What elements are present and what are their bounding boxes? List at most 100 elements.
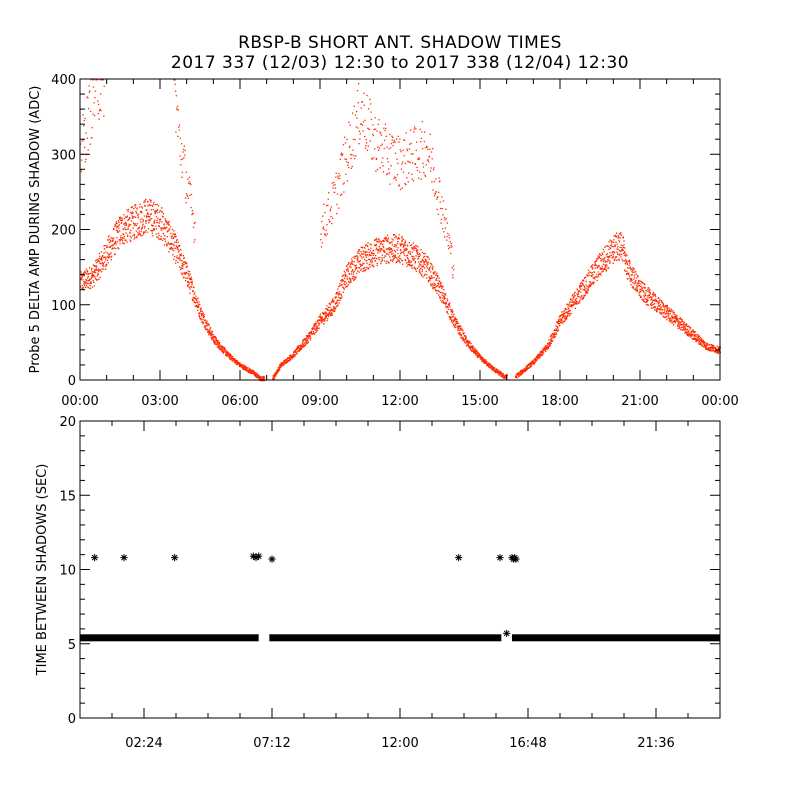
amp-point	[110, 256, 112, 258]
amp-point	[435, 290, 437, 292]
amp-point	[153, 228, 155, 230]
amp-point	[394, 254, 396, 256]
amp-point	[702, 340, 704, 342]
amp-point	[180, 254, 183, 257]
amp-point	[147, 228, 150, 230]
amp-point	[106, 245, 108, 247]
amp-point	[208, 331, 210, 333]
amp-point	[595, 264, 597, 266]
amp-point	[339, 299, 341, 302]
amp-point	[464, 335, 466, 337]
amp-point	[637, 275, 639, 277]
amp-point	[324, 314, 327, 317]
amp-point	[412, 242, 415, 244]
amp-point	[338, 293, 341, 295]
amp-point	[149, 214, 152, 216]
amp-point	[351, 269, 353, 272]
amp-point	[391, 241, 393, 243]
amp-point	[517, 373, 520, 375]
amp-point	[280, 365, 282, 368]
amp-point	[446, 239, 448, 241]
amp-point	[204, 326, 206, 328]
amp-point	[424, 273, 426, 275]
amp-point	[692, 329, 694, 332]
amp-point	[405, 260, 407, 262]
amp-point	[535, 358, 537, 360]
amp-point	[215, 338, 217, 340]
amp-point	[625, 261, 627, 263]
amp-point	[561, 315, 563, 317]
amp-point	[185, 277, 187, 280]
amp-point	[426, 267, 428, 269]
amp-point	[137, 213, 140, 215]
amp-point	[533, 361, 535, 363]
amp-point	[382, 245, 384, 247]
amp-point	[603, 259, 605, 262]
amp-point	[312, 326, 314, 328]
amp-point	[229, 355, 232, 357]
amp-point	[350, 261, 352, 263]
amp-point	[663, 312, 665, 314]
amp-point	[627, 273, 629, 275]
amp-point	[318, 324, 320, 326]
amp-point	[169, 228, 171, 231]
amp-point	[634, 281, 636, 283]
amp-point	[95, 260, 97, 262]
amp-point	[185, 202, 187, 204]
amp-point	[208, 334, 210, 336]
amp-point	[158, 225, 160, 228]
amp-point	[200, 317, 202, 320]
amp-point	[581, 298, 583, 300]
amp-point	[600, 267, 602, 269]
amp-point	[146, 215, 148, 217]
amp-point	[134, 236, 136, 239]
amp-point	[674, 313, 676, 315]
amp-point	[342, 291, 344, 293]
amp-point	[619, 254, 621, 256]
amp-point	[395, 244, 398, 246]
amp-point	[207, 331, 209, 333]
amp-point	[197, 297, 199, 300]
amp-point	[348, 121, 350, 123]
amp-point	[391, 244, 393, 246]
amp-point	[424, 174, 426, 176]
amp-point	[165, 226, 167, 229]
amp-point	[348, 166, 350, 169]
amp-point	[168, 230, 170, 232]
amp-point	[465, 335, 467, 338]
amp-point	[539, 354, 541, 356]
amp-point	[412, 162, 414, 164]
amp-point	[524, 370, 527, 372]
amp-point	[577, 296, 579, 298]
amp-point	[673, 320, 676, 322]
amp-point	[99, 269, 102, 272]
amp-point	[684, 332, 686, 334]
amp-point	[331, 313, 333, 315]
amp-point	[639, 289, 641, 291]
amp-point	[552, 332, 554, 335]
amp-point	[358, 252, 360, 255]
amp-point	[154, 213, 156, 215]
amp-point	[447, 300, 449, 302]
amp-point	[605, 270, 608, 272]
amp-point	[449, 241, 451, 243]
amp-point	[241, 364, 243, 366]
amp-point	[92, 279, 94, 282]
y-tick-label: 10	[59, 564, 76, 579]
amp-point	[370, 103, 372, 105]
amp-point	[592, 267, 594, 269]
amp-point	[443, 298, 445, 300]
amp-point	[662, 305, 664, 307]
amp-point	[390, 147, 392, 149]
amp-point	[366, 260, 368, 262]
amp-point	[541, 351, 543, 353]
amp-point	[255, 376, 257, 378]
amp-point	[367, 242, 369, 244]
amp-point	[553, 329, 556, 331]
amp-point	[86, 282, 88, 284]
amp-point	[397, 252, 399, 255]
amp-point	[366, 266, 368, 269]
amp-point	[607, 259, 609, 261]
amp-point	[359, 260, 361, 263]
amp-point	[183, 263, 185, 265]
